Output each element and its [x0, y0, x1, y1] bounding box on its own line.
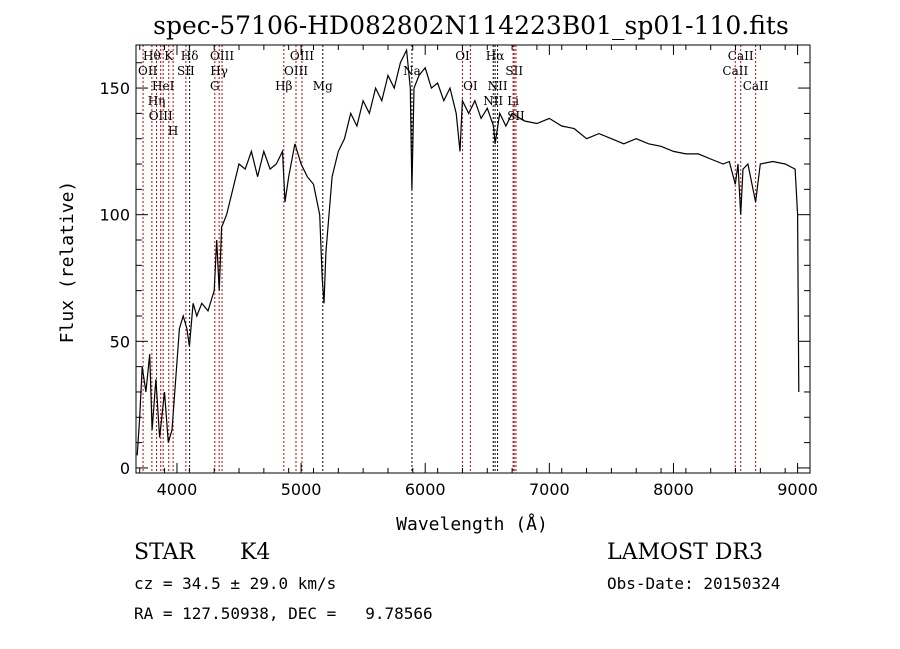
spectral-line-label: Hγ [210, 64, 228, 78]
redshift-text: cz = 34.5 ± 29.0 km/s [134, 574, 337, 593]
spectral-line-label: OI [463, 79, 478, 93]
spectral-line-label: Hθ [143, 49, 161, 63]
spectral-line-label: Li [507, 94, 519, 108]
spectral-line-label: Na [403, 64, 421, 78]
plot-frame [135, 44, 811, 474]
spectral-line-label: HeI [152, 79, 175, 93]
spectral-line-label: Hβ [275, 79, 292, 93]
spectral-line-label: CaII [743, 79, 769, 93]
x-tick-label: 7000 [529, 480, 570, 499]
spectral-line-label: CaII [728, 49, 754, 63]
object-class: STAR [134, 540, 195, 565]
spectral-line-label: Hα [486, 49, 505, 63]
x-tick-label: 9000 [777, 480, 818, 499]
spectral-line-label: OIII [149, 109, 173, 123]
y-tick-label: 50 [110, 332, 130, 351]
radec-text: RA = 127.50938, DEC = 9.78566 [134, 604, 433, 623]
axes-ticks: 4000 5000 6000 7000 8000 9000 0 50 100 150 [99, 45, 818, 499]
y-tick-label: 0 [120, 459, 130, 478]
spectral-line-label: Hη [148, 94, 166, 108]
spectral-line-label: NII [483, 94, 503, 108]
x-tick-label: 4000 [157, 480, 198, 499]
x-axis-label: Wavelength (Å) [396, 513, 548, 535]
spectral-line-label: SII [177, 64, 195, 78]
spectrum-series [136, 47, 800, 456]
spectral-line-label: Mg [313, 79, 333, 93]
spectral-line-label: NII [488, 79, 508, 93]
y-tick-label: 100 [99, 206, 130, 225]
y-axis-label: Flux (relative) [57, 181, 78, 344]
spectral-line-label: SII [507, 109, 525, 123]
spectral-line-label: OIII [210, 49, 234, 63]
spectral-line-label: OIII [290, 49, 314, 63]
spectrum-line [136, 47, 800, 456]
y-tick-label: 150 [99, 79, 130, 98]
spectral-line-label: OI [455, 49, 470, 63]
spectral-line-label: Hδ [181, 49, 199, 63]
spectral-line-label: CaII [722, 64, 748, 78]
spectral-line-label: H [168, 124, 178, 138]
spectral-line-label: G [210, 79, 220, 93]
x-tick-label: 6000 [405, 480, 446, 499]
spectral-lines [142, 45, 757, 473]
spectral-line-label: OII [138, 64, 158, 78]
x-tick-label: 5000 [281, 480, 322, 499]
spectral-line-label: K [164, 49, 174, 63]
obs-date-text: Obs-Date: 20150324 [607, 574, 781, 593]
object-subclass: K4 [240, 540, 271, 565]
spectral-line-label: OIII [284, 64, 308, 78]
x-tick-label: 8000 [653, 480, 694, 499]
chart-title: spec-57106-HD082802N114223B01_sp01-110.f… [153, 11, 789, 40]
spectral-line-label: SII [505, 64, 523, 78]
survey-label: LAMOST DR3 [607, 540, 763, 565]
